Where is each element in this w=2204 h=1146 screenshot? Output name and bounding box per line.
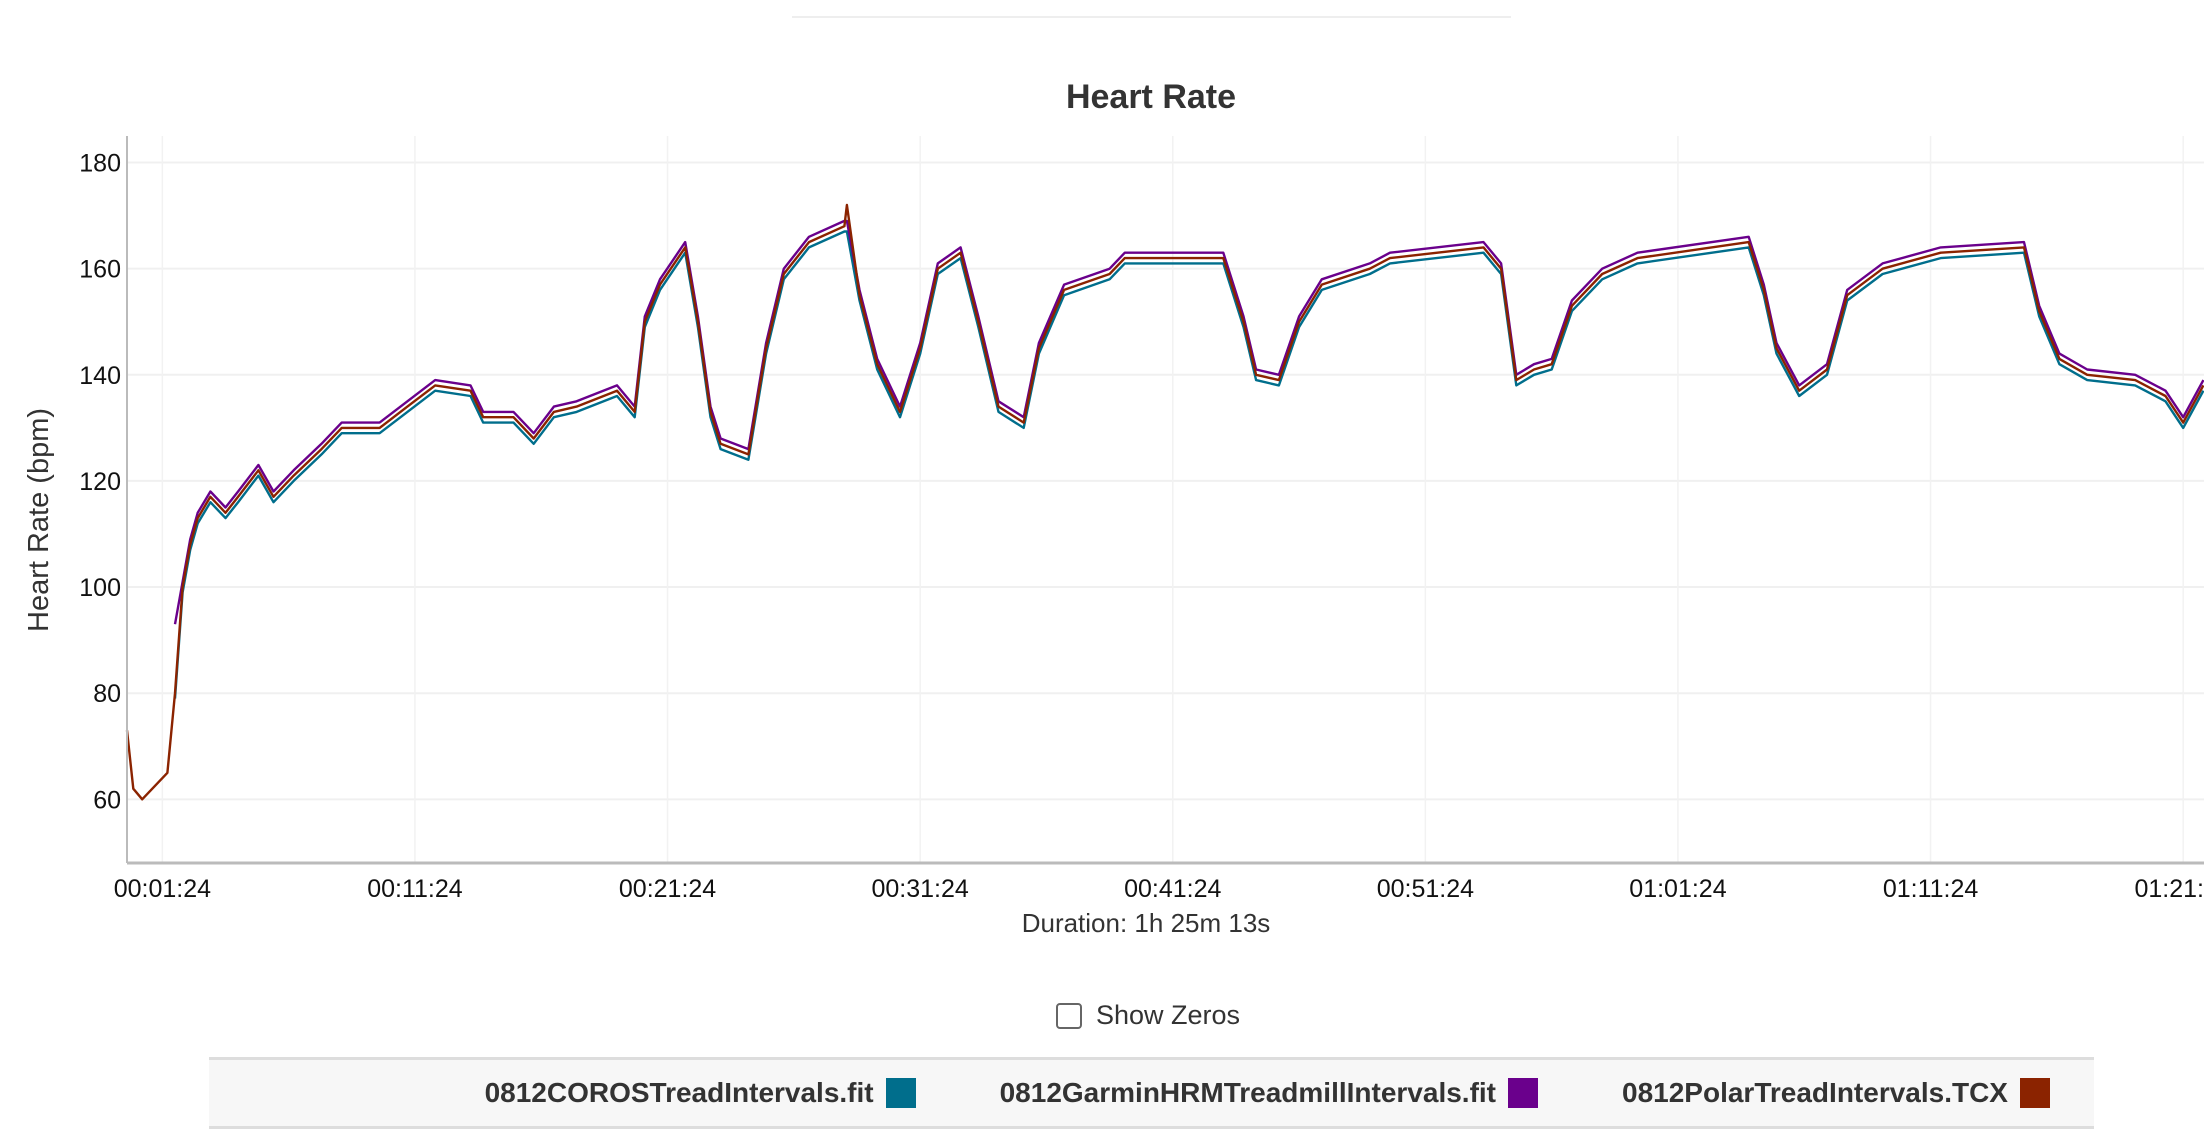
y-tick-label: 160 (79, 256, 121, 284)
show-zeros-toggle[interactable]: Show Zeros (1056, 1000, 1240, 1031)
x-tick-label: 01:01:24 (1629, 875, 1726, 900)
x-tick-label: 01:11:24 (1883, 875, 1979, 900)
legend-swatch (2020, 1078, 2050, 1108)
chart-title: Heart Rate (1066, 78, 1236, 116)
legend-item-coros[interactable]: 0812COROSTreadIntervals.fit (485, 1077, 916, 1109)
series-line-1 (173, 219, 2204, 625)
x-tick-label: 01:21:24 (2135, 875, 2204, 900)
legend: 0812COROSTreadIntervals.fit 0812GarminHR… (209, 1057, 2094, 1129)
x-tick-label: 00:41:24 (1124, 875, 1221, 900)
legend-item-garmin[interactable]: 0812GarminHRMTreadmillIntervals.fit (999, 1077, 1539, 1109)
legend-label: 0812GarminHRMTreadmillIntervals.fit (999, 1077, 1497, 1108)
axes: 60 80 100 120 140 160 180 00:01:24 00:11:24 00:21… (79, 136, 2204, 900)
gridlines (127, 136, 2204, 863)
x-tick-label: 00:21:24 (619, 875, 716, 900)
y-axis-label: Heart Rate (bpm) (23, 408, 55, 632)
series-line-2 (125, 203, 2204, 801)
show-zeros-checkbox[interactable] (1056, 1002, 1082, 1029)
x-tick-label: 00:11:24 (367, 875, 463, 900)
y-tick-label: 100 (79, 574, 121, 602)
x-tick-label: 00:01:24 (114, 875, 211, 900)
y-tick-label: 80 (93, 680, 121, 708)
y-tick-label: 120 (79, 468, 121, 496)
series-lines (125, 203, 2204, 801)
top-divider (792, 16, 1511, 18)
x-tick-label: 00:51:24 (1377, 875, 1474, 900)
y-tick-label: 140 (79, 362, 121, 390)
heart-rate-chart: Heart Rate Heart Rate (bpm) 60 80 100 120 14… (23, 78, 2204, 900)
y-tick-label: 60 (93, 786, 121, 814)
legend-swatch (885, 1078, 916, 1108)
y-tick-label: 180 (79, 150, 121, 178)
x-tick-label: 00:31:24 (871, 875, 968, 900)
x-axis-label: Duration: 1h 25m 13s (1021, 908, 1271, 938)
series-line-0 (173, 230, 2204, 699)
show-zeros-label: Show Zeros (1096, 1000, 1241, 1030)
legend-label: 0812COROSTreadIntervals.fit (484, 1077, 874, 1108)
legend-item-polar[interactable]: 0812PolarTreadIntervals.TCX (1622, 1077, 2050, 1109)
legend-swatch (1508, 1078, 1539, 1108)
legend-label: 0812PolarTreadIntervals.TCX (1622, 1077, 2008, 1108)
